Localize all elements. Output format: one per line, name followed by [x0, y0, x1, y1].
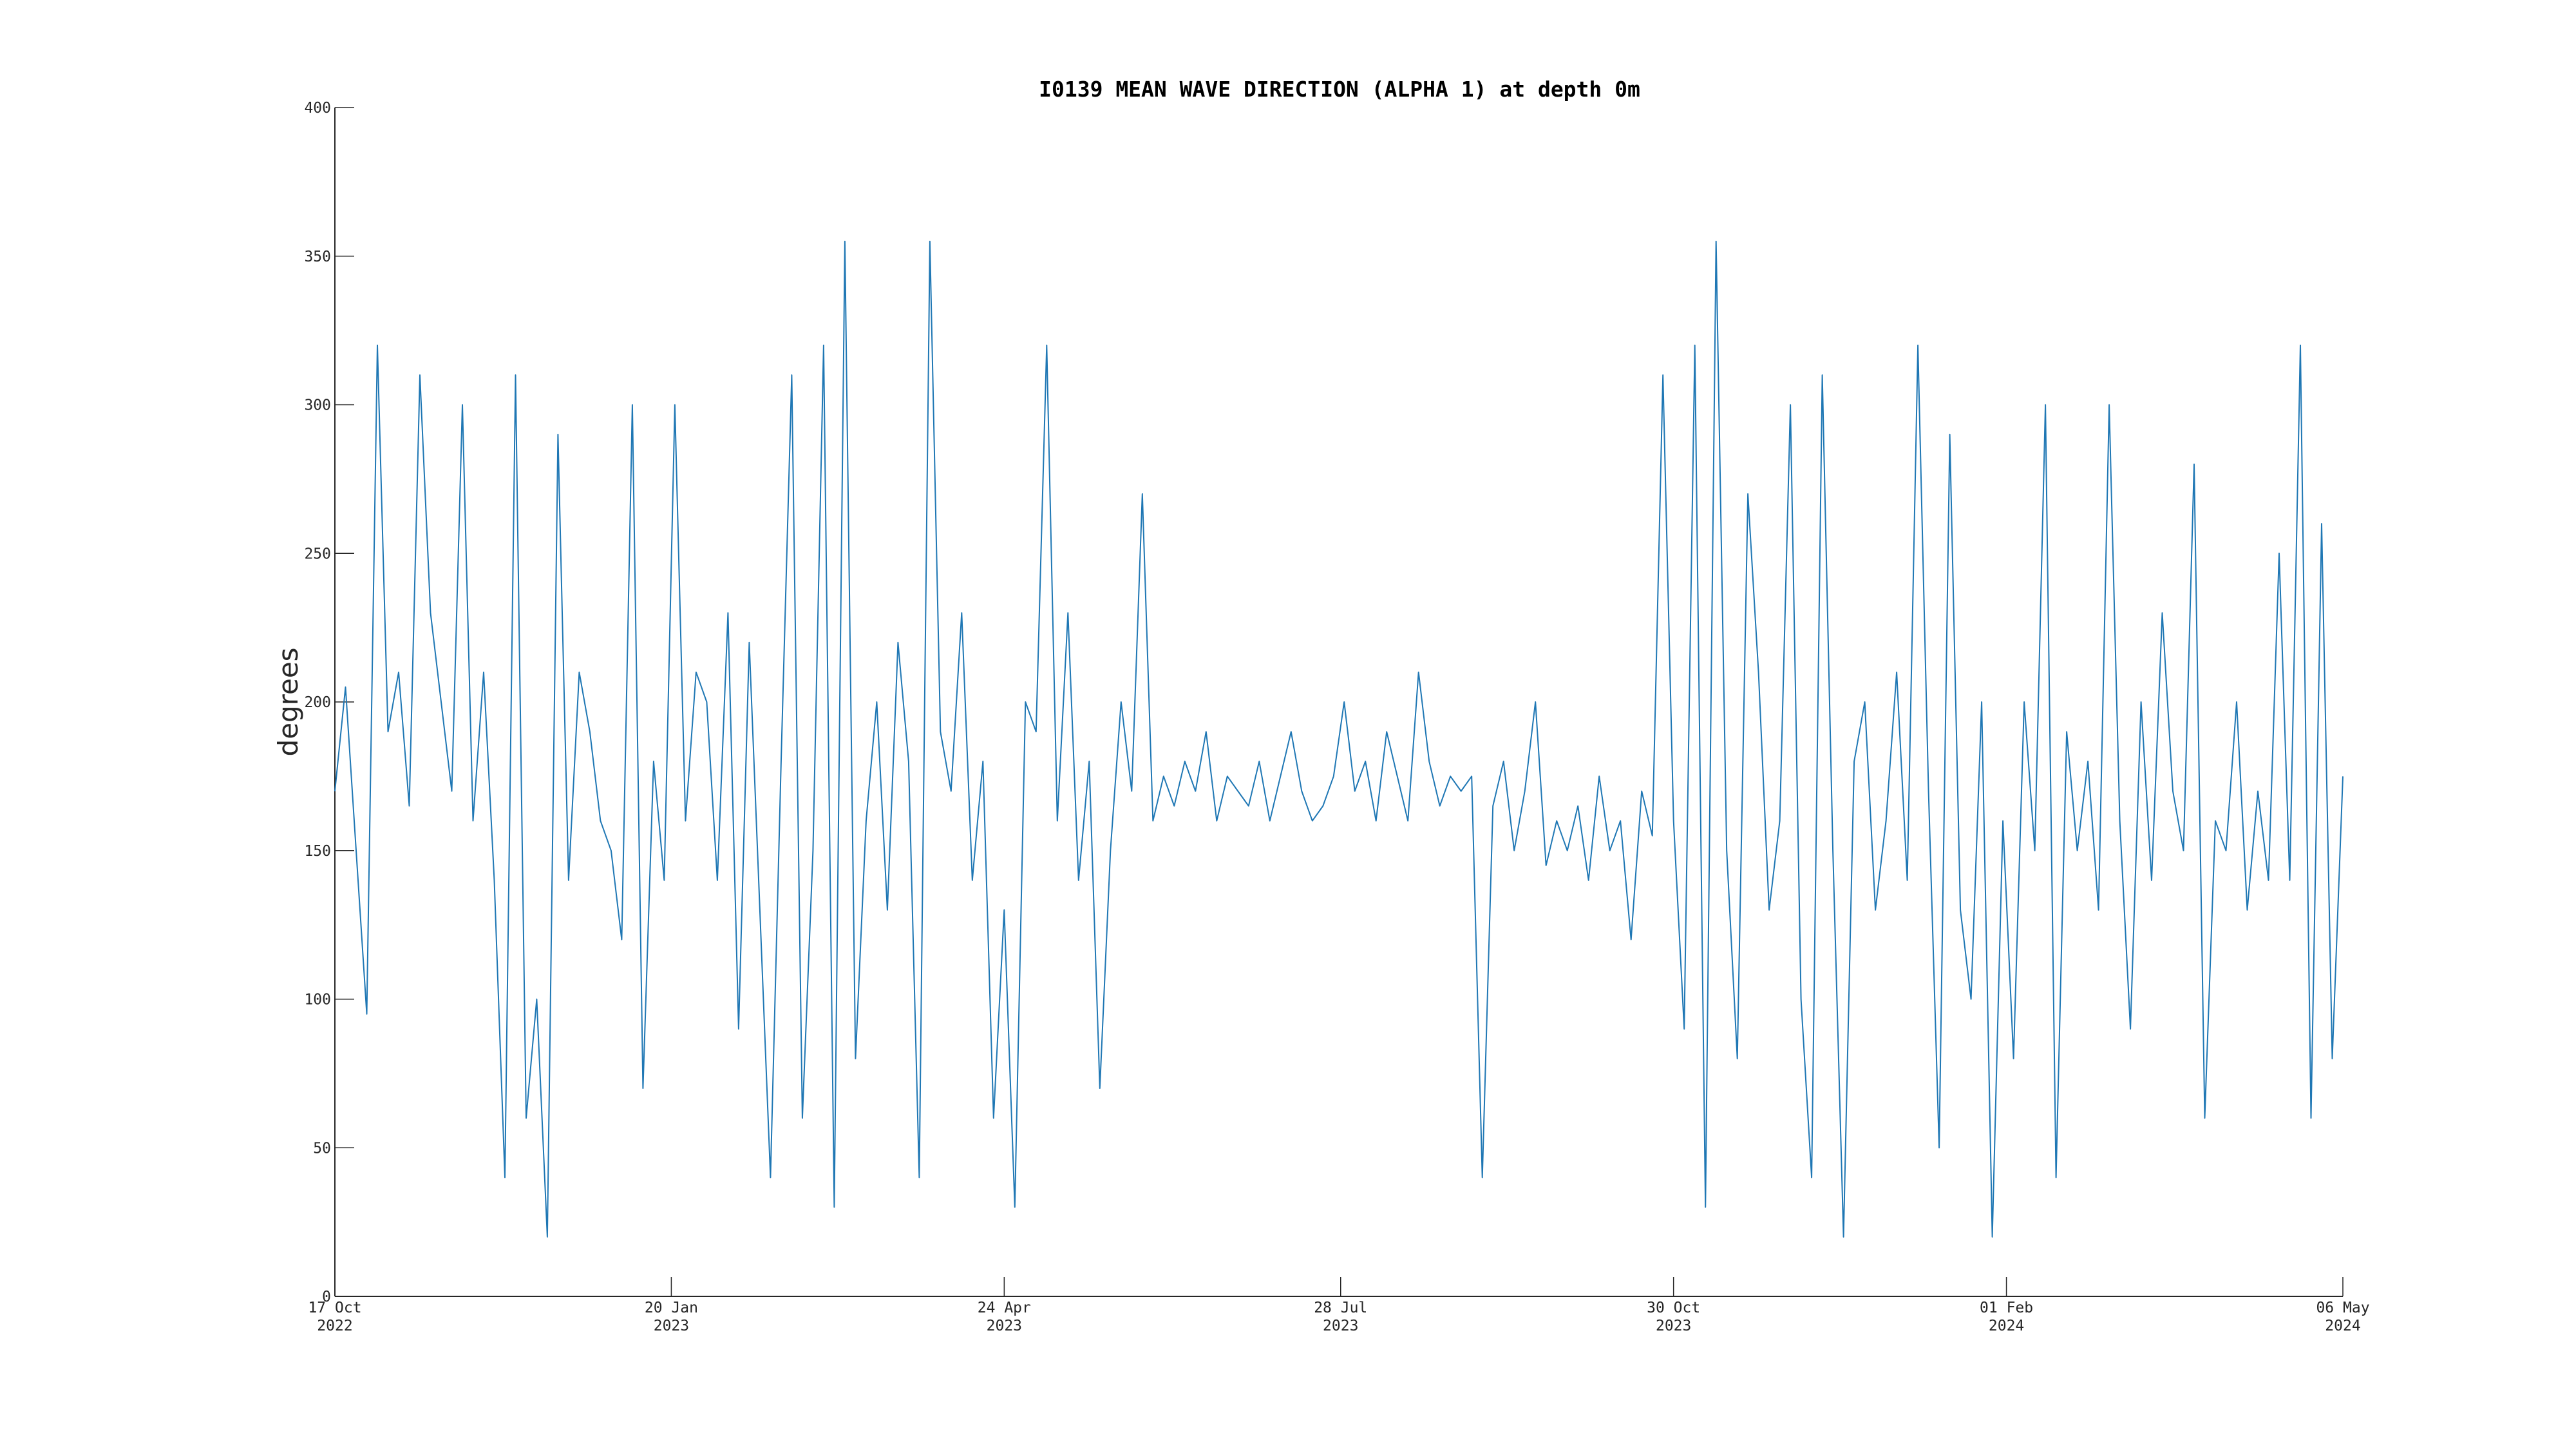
x-tick-label: 01 Feb — [1980, 1300, 2033, 1316]
x-tick-label: 30 Oct — [1647, 1300, 1700, 1316]
y-axis-label: degrees — [272, 647, 304, 756]
x-tick-label: 17 Oct — [308, 1300, 361, 1316]
y-tick-label: 350 — [304, 249, 331, 265]
y-tick-label: 300 — [304, 397, 331, 414]
x-tick-label: 2023 — [1323, 1318, 1358, 1334]
y-tick-label: 100 — [304, 992, 331, 1009]
x-tick-label: 2023 — [654, 1318, 689, 1334]
y-tick-label: 150 — [304, 843, 331, 860]
y-tick-label: 50 — [313, 1140, 331, 1157]
x-tick-label: 2023 — [1656, 1318, 1691, 1334]
x-tick-label: 2024 — [2325, 1318, 2360, 1334]
y-tick-label: 400 — [304, 100, 331, 117]
x-tick-label: 2024 — [1989, 1318, 2024, 1334]
chart-title: I0139 MEAN WAVE DIRECTION (ALPHA 1) at d… — [1039, 77, 1640, 102]
data-line — [334, 240, 2344, 1238]
x-tick-label: 24 Apr — [978, 1300, 1031, 1316]
x-tick-label: 2022 — [317, 1318, 352, 1334]
y-tick-label: 200 — [304, 694, 331, 711]
x-tick-label: 28 Jul — [1314, 1300, 1367, 1316]
y-tick-label: 250 — [304, 545, 331, 562]
x-tick-label: 20 Jan — [645, 1300, 698, 1316]
x-tick-label: 2023 — [987, 1318, 1022, 1334]
x-tick-label: 06 May — [2316, 1300, 2369, 1316]
y-tick-label: 0 — [322, 1289, 331, 1305]
